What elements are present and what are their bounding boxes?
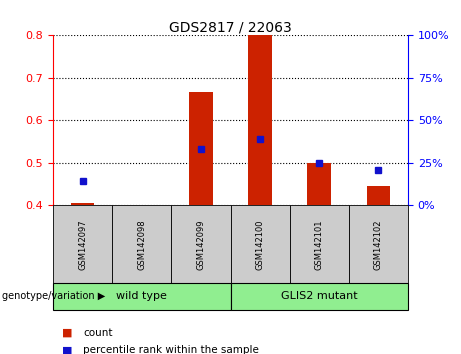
Bar <box>189 92 213 205</box>
Text: GSM142101: GSM142101 <box>315 219 324 269</box>
Bar <box>248 35 272 205</box>
Text: count: count <box>83 328 112 338</box>
Text: wild type: wild type <box>116 291 167 302</box>
Text: ■: ■ <box>62 346 73 354</box>
Text: genotype/variation ▶: genotype/variation ▶ <box>2 291 106 302</box>
Bar <box>366 186 390 205</box>
Text: GSM142098: GSM142098 <box>137 219 146 270</box>
Text: percentile rank within the sample: percentile rank within the sample <box>83 346 259 354</box>
Text: GSM142099: GSM142099 <box>196 219 206 269</box>
Text: GLIS2 mutant: GLIS2 mutant <box>281 291 358 302</box>
Title: GDS2817 / 22063: GDS2817 / 22063 <box>169 20 292 34</box>
Bar <box>307 163 331 205</box>
Text: GSM142102: GSM142102 <box>374 219 383 269</box>
Text: GSM142100: GSM142100 <box>255 219 265 269</box>
Bar <box>71 203 95 205</box>
Text: ■: ■ <box>62 328 73 338</box>
Text: GSM142097: GSM142097 <box>78 219 87 270</box>
